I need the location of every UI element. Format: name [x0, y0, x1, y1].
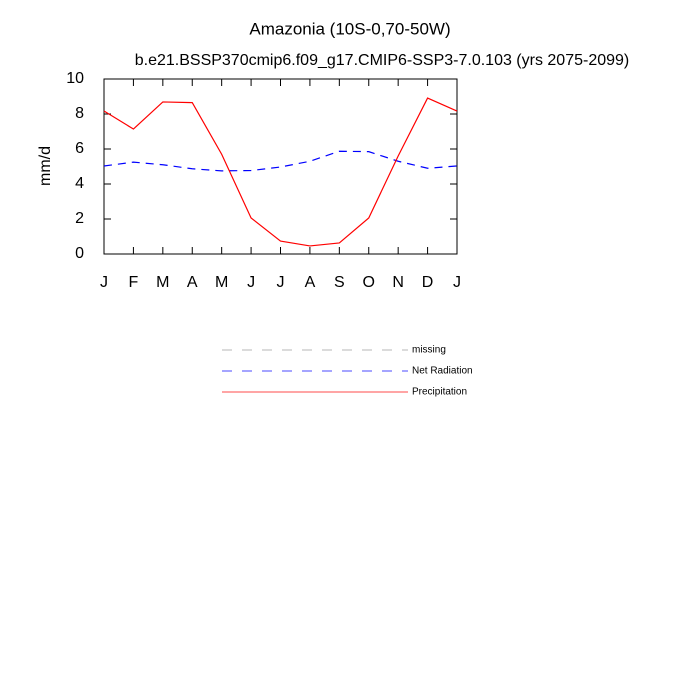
- y-tick-label: 10: [66, 70, 84, 87]
- legend-label: Precipitation: [412, 387, 467, 398]
- series-line: [103, 97, 458, 247]
- x-tick-label: A: [187, 274, 198, 291]
- y-axis-label: mm/d: [37, 146, 54, 186]
- x-tick-label: J: [100, 274, 108, 291]
- x-tick-label: A: [305, 274, 316, 291]
- chart-title: Amazonia (10S-0,70-50W): [249, 19, 450, 38]
- x-tick-label: N: [392, 274, 404, 291]
- x-tick-label: J: [277, 274, 285, 291]
- x-tick-label: D: [422, 274, 434, 291]
- x-tick-label: O: [363, 274, 375, 291]
- y-tick-label: 8: [75, 105, 84, 122]
- x-tick-label: F: [129, 274, 139, 291]
- plot-frame: [103, 78, 458, 255]
- x-tick-label: M: [215, 274, 228, 291]
- x-tick-label: S: [334, 274, 345, 291]
- y-tick-label: 4: [75, 175, 84, 192]
- y-tick-label: 0: [75, 245, 84, 262]
- x-tick-label: M: [156, 274, 169, 291]
- series-line: [103, 150, 458, 172]
- x-tick-label: J: [453, 274, 461, 291]
- chart-subtitle: b.e21.BSSP370cmip6.f09_g17.CMIP6-SSP3-7.…: [135, 52, 630, 69]
- y-tick-label: 2: [75, 210, 84, 227]
- legend-label: missing: [412, 345, 446, 356]
- x-tick-label: J: [247, 274, 255, 291]
- legend-label: Net Radiation: [412, 366, 473, 377]
- y-tick-label: 6: [75, 140, 84, 157]
